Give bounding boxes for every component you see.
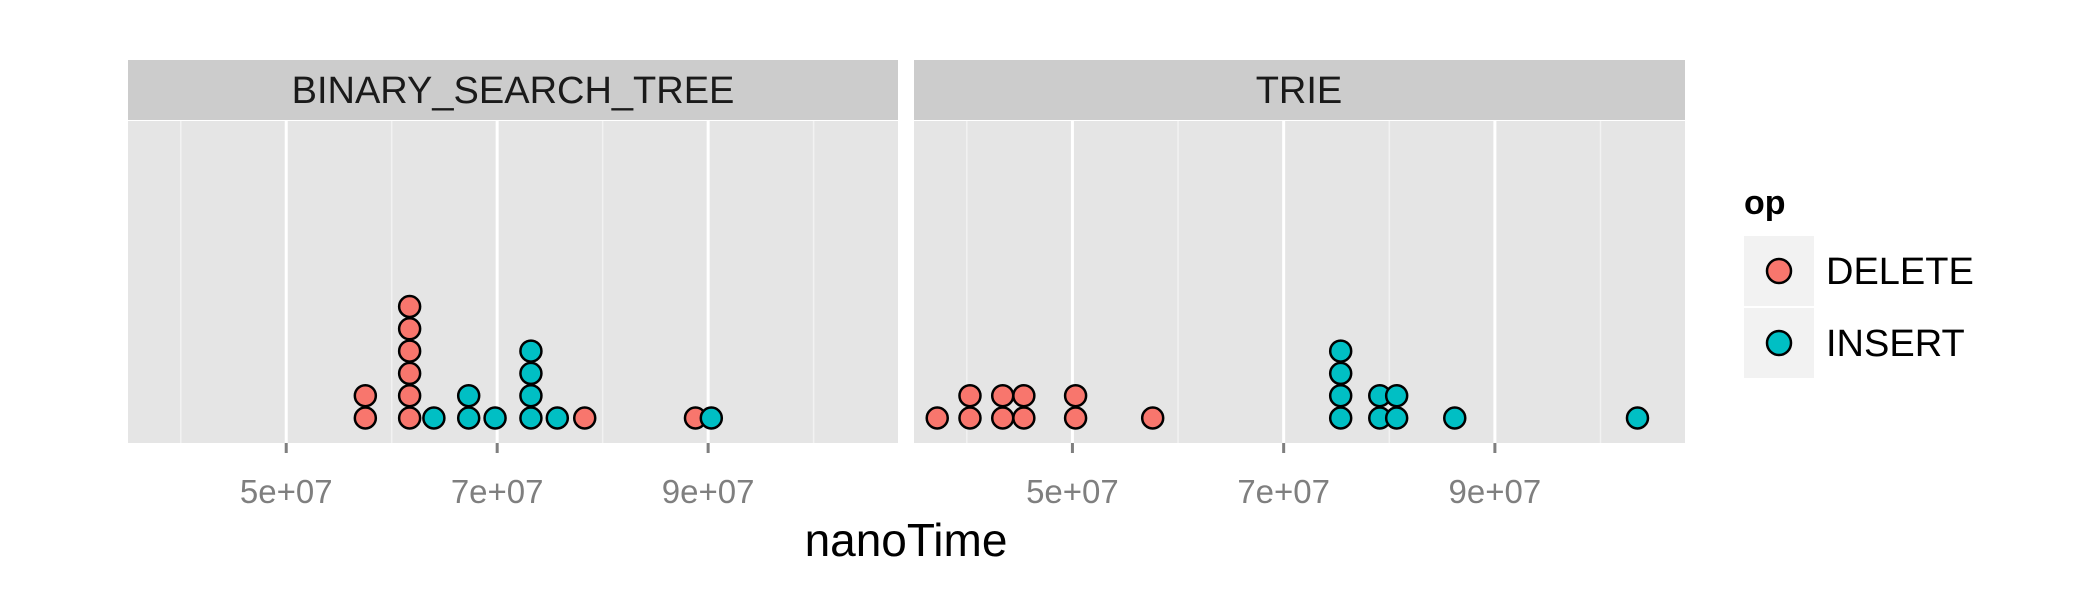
dot-delete <box>925 406 949 430</box>
dot-delete <box>397 383 422 408</box>
x-tick-label: 5e+07 <box>240 473 333 510</box>
legend-title: op <box>1744 184 1786 222</box>
dot-delete <box>397 317 422 341</box>
panel-strip <box>914 60 1685 120</box>
x-tick-label: 5e+07 <box>1026 473 1119 510</box>
dot-insert <box>519 339 543 363</box>
x-tick-label: 7e+07 <box>1237 473 1330 510</box>
panel-binary-search-tree: BINARY_SEARCH_TREE 5e+07 7e+07 9e+07 <box>128 60 898 510</box>
panel-strip-label: TRIE <box>1256 70 1343 112</box>
dot-insert <box>1328 383 1353 408</box>
panel-gridlines <box>179 121 815 443</box>
panel-background <box>914 121 1685 443</box>
dot-insert <box>699 406 724 430</box>
dot-insert <box>1328 339 1353 363</box>
panel-dots <box>353 294 724 430</box>
dot-insert <box>456 406 481 430</box>
dot-insert <box>1443 406 1467 430</box>
legend-key-insert <box>1765 329 1793 357</box>
dot-insert <box>456 383 481 408</box>
dot-delete <box>1012 383 1036 408</box>
dot-delete <box>990 383 1015 408</box>
x-axis: 5e+07 7e+07 9e+07 <box>1026 443 1541 510</box>
x-tick-label: 9e+07 <box>1449 473 1542 510</box>
panel-background <box>128 121 898 443</box>
dot-insert <box>1625 406 1650 430</box>
dot-delete <box>1063 383 1088 408</box>
dot-delete <box>1063 406 1088 430</box>
dot-delete <box>353 383 378 408</box>
dot-insert <box>1328 406 1353 430</box>
x-axis: 5e+07 7e+07 9e+07 <box>240 443 755 510</box>
legend-entries: DELETE INSERT <box>1744 236 1974 378</box>
dot-delete <box>353 406 378 430</box>
dot-insert <box>483 406 507 430</box>
legend: op DELETE INSERT <box>1744 184 1974 378</box>
dot-delete <box>397 339 422 363</box>
x-tick-label: 7e+07 <box>451 473 544 510</box>
dot-delete <box>1012 406 1036 430</box>
legend-key-delete <box>1765 257 1793 285</box>
dot-insert <box>1328 361 1353 386</box>
dot-insert <box>545 406 570 430</box>
dot-insert <box>519 406 543 430</box>
panel-strip <box>128 60 898 120</box>
legend-label: INSERT <box>1826 323 1965 365</box>
panel-strip-label: BINARY_SEARCH_TREE <box>292 70 735 112</box>
dot-insert <box>1384 406 1409 430</box>
x-axis-title: nanoTime <box>805 514 1008 566</box>
dot-delete <box>958 406 982 430</box>
panel-dots <box>925 339 1650 430</box>
dot-delete <box>397 361 422 386</box>
dot-delete <box>397 406 422 430</box>
x-tick-label: 9e+07 <box>662 473 755 510</box>
dot-insert <box>1384 383 1409 408</box>
dot-delete <box>572 406 597 430</box>
dot-delete <box>397 294 422 319</box>
dot-insert <box>519 383 543 408</box>
dot-delete <box>990 406 1015 430</box>
dot-insert <box>422 406 446 430</box>
dot-insert <box>519 361 543 386</box>
dot-delete <box>958 383 982 408</box>
dot-delete <box>1140 406 1165 430</box>
panel-trie: TRIE 5e+07 7e+07 9e+07 <box>914 60 1685 510</box>
legend-label: DELETE <box>1826 251 1974 293</box>
